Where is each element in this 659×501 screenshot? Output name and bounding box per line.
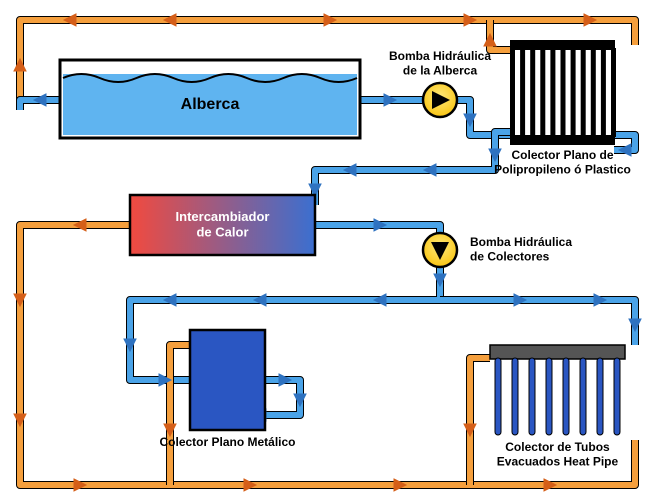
collector-plastic-label: Colector Plano dePolipropileno ó Plastic… [494,148,631,176]
pool: Alberca [60,60,360,138]
heat-exchanger: Intercambiadorde Calor [130,195,315,255]
collector-tubes-label: Colector de TubosEvacuados Heat Pipe [497,440,619,468]
pump-collectors [423,233,457,267]
pump-pool-label: Bomba Hidráulicade la Alberca [389,49,491,77]
collector-metal-label: Colector Plano Metálico [159,435,295,449]
collector-plastic: Colector Plano dePolipropileno ó Plastic… [494,40,631,176]
pool-label: Alberca [181,96,240,113]
pump-pool [423,83,457,117]
